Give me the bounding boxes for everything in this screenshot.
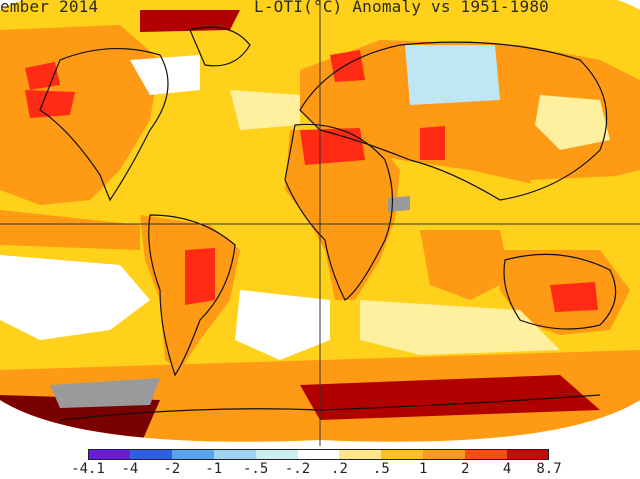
region-pacific-band [0, 210, 140, 250]
legend-swatch [88, 449, 131, 460]
legend-tick-label: -.5 [242, 461, 269, 477]
missing-data-antarctic [50, 378, 160, 408]
legend-tick-label: 1 [419, 461, 428, 477]
temperature-anomaly-map [0, 0, 640, 446]
hotspot-antarctic-band [300, 375, 600, 420]
patch-siberia-white [535, 95, 610, 150]
map-title-date: ember 2014 [0, 0, 99, 16]
legend-swatch [213, 449, 257, 460]
hotspot-europe [330, 50, 365, 82]
missing-data-east-africa [388, 196, 410, 212]
legend-swatch [507, 449, 550, 460]
map-title-metric: L-OTI(°C) Anomaly vs 1951-1980 [254, 0, 549, 16]
legend-tick-label: 8.7 [536, 461, 562, 477]
hotspot-western-us [25, 90, 75, 118]
legend-swatch [465, 449, 508, 460]
cool-patch-russia-edge [405, 45, 500, 105]
legend-tick-label: 2 [460, 461, 470, 477]
legend-swatch [423, 449, 466, 460]
legend-tick-label: -4 [121, 461, 139, 477]
patch-south-pacific-white [360, 300, 560, 355]
coastline-australia [503, 253, 617, 330]
legend-swatch [171, 449, 215, 460]
coastline-south-america [148, 214, 236, 377]
legend-swatch [381, 449, 424, 460]
legend-tick-label: -2 [163, 461, 181, 477]
patch-mid-pacific-yellow [530, 175, 640, 245]
legend-swatch [339, 449, 382, 460]
coastline-eurasia [299, 41, 608, 201]
patch-north-africa-white [230, 90, 300, 130]
legend-tick-label: .5 [372, 461, 390, 477]
coastline-greenland [189, 26, 251, 67]
coastlines [39, 26, 617, 421]
legend-tick-label: .2 [331, 461, 348, 477]
legend-swatch [129, 449, 173, 460]
color-legend: -4.1 -4 -2 -1 -.5 -.2 .2 .5 1 2 4 8.7 [0, 446, 640, 479]
patch-canada-white [130, 55, 200, 95]
hotspot-sahara [300, 128, 365, 165]
patch-east-pacific-white [0, 255, 150, 340]
patch-south-atlantic-white [235, 290, 330, 360]
region-indian-ocean [420, 230, 510, 300]
map-header: ember 2014 L-OTI(°C) Anomaly vs 1951-198… [0, 0, 640, 19]
region-africa [285, 130, 400, 300]
hotspot-arctic-top [140, 10, 240, 32]
legend-tick-label: -4.1 [71, 461, 105, 477]
legend-tick-label: 4 [502, 461, 512, 477]
hotspot-australia [550, 282, 598, 312]
hotspot-brazil [185, 248, 215, 305]
legend-tick-label: -1 [205, 461, 223, 477]
legend-swatch [255, 449, 299, 460]
coastline-north-america [39, 47, 169, 202]
hotspot-middle-east [420, 126, 445, 160]
legend-swatch [297, 449, 340, 460]
legend-tick-label: -.2 [284, 461, 311, 477]
